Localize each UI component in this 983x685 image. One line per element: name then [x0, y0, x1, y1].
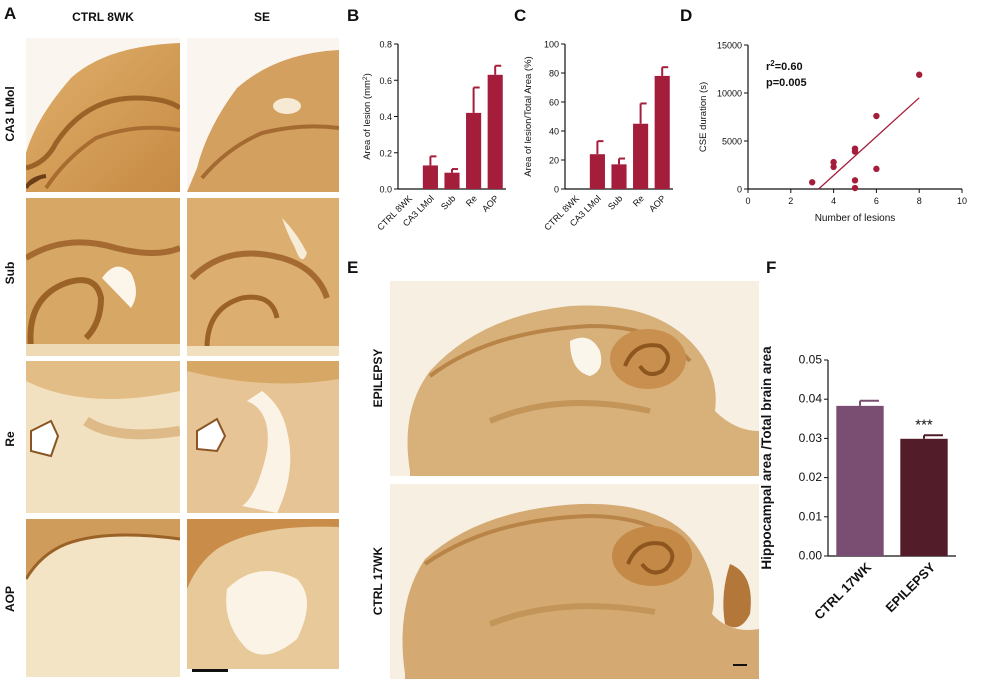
y-tick-label: 60 [549, 98, 559, 108]
y-tick-label: 100 [544, 40, 559, 50]
y-tick-label: 0.00 [799, 549, 823, 563]
y-tick-label: 0.6 [379, 76, 392, 86]
category-label: EPILEPSY [883, 559, 939, 615]
column-label-se: SE [253, 10, 270, 24]
micrograph-aop-se [187, 519, 339, 677]
chart-f: 0.00 0.01 0.02 0.03 0.04 0.05 CTRL 17WK *** EPIL… [759, 346, 956, 623]
bar [611, 164, 627, 189]
panel-letter-c: C [514, 6, 527, 25]
data-point [830, 158, 837, 166]
micrograph-aop-ctrl [26, 519, 180, 677]
row-label-ca3-lmol: CA3 LMol [3, 86, 17, 142]
micrograph-sub-ctrl [26, 198, 180, 356]
y-tick-label: 0.05 [799, 353, 823, 367]
micrograph-ca3-ctrl [26, 38, 180, 192]
fit-line [818, 97, 920, 190]
panel-letter-f: F [766, 258, 777, 277]
x-axis-label: Number of lesions [815, 213, 896, 224]
row-label-aop: AOP [3, 586, 17, 613]
data-point [809, 179, 816, 186]
row-label-ctrl-17wk: CTRL 17WK [371, 546, 385, 616]
scale-bar-e [733, 664, 747, 666]
bar [466, 112, 482, 189]
row-label-sub: Sub [3, 261, 17, 285]
x-tick-label: 6 [874, 196, 879, 206]
bar [633, 123, 649, 189]
y-tick-label: 40 [549, 127, 559, 137]
x-tick-label: 2 [788, 196, 793, 206]
category-label: Re [631, 193, 646, 208]
micrograph-ca3-se [187, 38, 339, 192]
x-tick-label: 8 [917, 196, 922, 206]
x-tick-label: 4 [831, 196, 836, 206]
panel-letter-b: B [347, 6, 360, 25]
significance-label: *** [915, 416, 933, 433]
data-point [851, 177, 859, 184]
category-label: AOP [480, 193, 501, 214]
bar [487, 74, 503, 189]
category-label: Sub [439, 193, 457, 211]
category-label: Sub [606, 193, 624, 211]
p-value-annotation: p=0.005 [766, 77, 807, 89]
y-tick-label: 5000 [722, 137, 742, 147]
chart-d: 0 2 4 6 8 10 0 5000 10000 15000 r2=0.60 p=0.005 Numb… [698, 41, 967, 225]
y-tick-label: 80 [549, 69, 559, 79]
r-squared-annotation: r2=0.60 [766, 59, 803, 74]
data-point [873, 112, 880, 120]
micrograph-re-ctrl [26, 361, 180, 513]
category-label: Re [464, 193, 479, 208]
panel-letter-a: A [4, 4, 17, 23]
y-axis-label: Area of lesion/Total Area (%) [523, 56, 534, 176]
y-tick-label: 0.8 [379, 40, 392, 50]
y-tick-label: 0.4 [379, 112, 392, 122]
bar [654, 75, 670, 189]
category-label: AOP [647, 193, 668, 214]
row-label-re: Re [3, 431, 17, 447]
micrograph-re-se [187, 361, 339, 513]
data-point [830, 163, 837, 171]
category-label: CTRL 17WK [811, 559, 874, 622]
column-label-ctrl-8wk: CTRL 8WK [72, 10, 134, 24]
x-tick-label: 0 [745, 196, 750, 206]
row-label-epilepsy: EPILEPSY [371, 348, 385, 408]
y-tick-label: 15000 [717, 41, 742, 51]
y-axis-label: CSE duration (s) [698, 82, 709, 152]
scale-bar-a [192, 669, 228, 672]
y-tick-label: 20 [549, 156, 559, 166]
bar [444, 172, 460, 189]
panel-letter-d: D [680, 6, 693, 25]
data-point [851, 184, 859, 192]
bar [422, 165, 438, 189]
y-tick-label: 10000 [717, 89, 742, 99]
bar [589, 154, 605, 189]
bar [836, 405, 884, 556]
data-point [851, 145, 859, 152]
y-tick-label: 0 [737, 185, 742, 195]
micrograph-epilepsy-sagittal [390, 281, 759, 476]
y-tick-label: 0.03 [799, 431, 823, 445]
micrograph-ctrl-17wk-sagittal [390, 484, 759, 679]
bar [900, 438, 948, 556]
y-tick-label: 0.01 [799, 509, 823, 523]
y-tick-label: 0.0 [379, 185, 392, 195]
x-tick-label: 10 [957, 196, 967, 206]
data-point [916, 71, 923, 78]
y-axis-label: Area of lesion (mm2) [362, 73, 374, 160]
data-point [873, 165, 880, 173]
y-tick-label: 0.04 [799, 392, 823, 406]
y-tick-label: 0.2 [379, 148, 392, 158]
y-tick-label: 0.02 [799, 470, 823, 484]
y-axis-label: Hippocampal area /Total brain area [759, 346, 774, 570]
micrograph-sub-se [187, 198, 339, 356]
panel-letter-e: E [347, 258, 359, 277]
y-tick-label: 0 [554, 185, 559, 195]
